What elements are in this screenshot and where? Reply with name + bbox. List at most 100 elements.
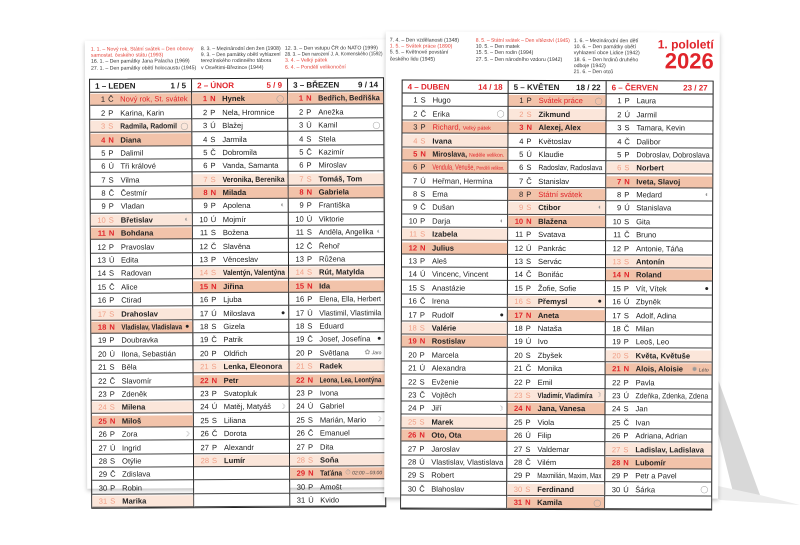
week-range: 9 / 14 bbox=[358, 79, 379, 89]
day-row: 25 S Liliana bbox=[193, 414, 289, 427]
month-header: 2 – ÚNOR 5 / 9 bbox=[192, 78, 288, 93]
weekday-letter: Ú bbox=[419, 363, 426, 373]
name-day: Ivan bbox=[635, 418, 650, 428]
name-day: Antonie, Táňa bbox=[636, 243, 684, 254]
notes-block: 1. 6. – Mezinárodní den dětí 10. 6. – Den… bbox=[574, 38, 646, 75]
day-row: 3 P Richard, Velký pátek bbox=[402, 121, 508, 135]
day-number: 14 bbox=[514, 270, 523, 280]
weekday-letter: S bbox=[623, 310, 629, 320]
day-text: Karina, Karin bbox=[120, 108, 164, 117]
day-number: 18 bbox=[295, 321, 305, 331]
day-row: 16 S Přemysl ● bbox=[507, 296, 605, 309]
month-january: 1 – LEDEN 1 / 5 1 Č Nový rok, St. svátek 2 P Ka… bbox=[90, 79, 195, 508]
day-text: Věnceslav bbox=[223, 255, 258, 264]
last-quarter-moon-icon: ◐ bbox=[597, 204, 603, 212]
spring-icon: ✿ Jaro bbox=[364, 349, 382, 357]
day-text: Liliana bbox=[224, 416, 246, 425]
day-text: Klaudie bbox=[538, 150, 563, 159]
day-row: 20 P Světlana ✿ Jaro bbox=[289, 346, 385, 360]
day-row: 10 Ú Viktorie bbox=[288, 213, 384, 226]
day-number: 23 bbox=[98, 389, 107, 399]
day-text: Edita bbox=[121, 256, 138, 265]
last-quarter-moon-icon: ◐ bbox=[184, 216, 189, 224]
day-text: Veronika, Berenika bbox=[223, 174, 285, 183]
day-number: 25 bbox=[513, 417, 523, 427]
weekday-letter: Ú bbox=[623, 391, 630, 401]
day-row: 14 Ú Vincenc, Vincent bbox=[401, 268, 507, 282]
day-number: 13 bbox=[295, 254, 304, 264]
name-day: Blažej bbox=[222, 121, 243, 131]
day-number: 1 bbox=[519, 96, 524, 106]
day-number: 10 bbox=[295, 214, 304, 224]
day-row: 1 P Laura bbox=[606, 95, 713, 108]
day-row: 31 N Kamila ◯ bbox=[507, 496, 605, 510]
day-number: 12 bbox=[295, 241, 304, 251]
weekday-letter: P bbox=[419, 350, 425, 360]
weekday-letter: Č bbox=[307, 334, 313, 345]
day-number: 25 bbox=[98, 416, 107, 426]
day-row: 9 P Apolena ◐ bbox=[192, 200, 288, 213]
new-moon-icon: ● bbox=[597, 298, 602, 306]
day-text: Stela bbox=[318, 134, 335, 143]
day-text: Radoslav, Radoslava bbox=[538, 163, 602, 172]
weekday-letter: P bbox=[308, 482, 314, 492]
weekday-letter: Č bbox=[623, 417, 629, 427]
empty-row bbox=[605, 497, 712, 510]
name-day: Servác bbox=[537, 256, 562, 267]
day-number: 22 bbox=[408, 377, 417, 387]
weekday-letter: P bbox=[525, 417, 531, 427]
day-text: Božena bbox=[223, 228, 249, 237]
day-text: Eduard bbox=[319, 321, 344, 330]
day-number: 31 bbox=[513, 497, 523, 507]
day-row: 11 S Anděla, Angelika ◐ bbox=[288, 226, 384, 240]
day-number: 2 bbox=[519, 109, 524, 119]
day-row: 3 Ú Blažej bbox=[192, 119, 288, 133]
day-row: 29 P Petr a Pavel bbox=[605, 470, 712, 483]
day-text: Vendula, Venuše,Pondělí velikon. bbox=[432, 163, 504, 172]
name-day: Alice bbox=[121, 282, 138, 292]
weekday-letter: Č bbox=[420, 203, 426, 213]
month-name: 2 – ÚNOR bbox=[197, 80, 234, 90]
name-day: Řehoř bbox=[318, 241, 340, 251]
day-text: Běla bbox=[122, 363, 137, 372]
weekday-letter: N bbox=[623, 270, 630, 280]
day-text: Iveta, Slavoj bbox=[636, 177, 680, 186]
weekday-letter: N bbox=[525, 404, 531, 414]
day-number: 25 bbox=[200, 415, 209, 425]
weekday-letter: S bbox=[525, 256, 532, 266]
day-text: Norbert bbox=[636, 164, 663, 173]
name-day: Edita bbox=[120, 255, 139, 265]
new-moon-icon: ● bbox=[281, 309, 286, 317]
day-text: Aneta bbox=[538, 311, 559, 320]
day-number: 24 bbox=[200, 402, 209, 412]
name-day: Zdeněk bbox=[121, 389, 148, 399]
name-day: Alois, Aloisie bbox=[635, 364, 684, 374]
weekday-letter: N bbox=[211, 281, 217, 291]
day-text: Jana, Vanesa bbox=[537, 404, 585, 413]
weekday-letter: S bbox=[525, 297, 531, 307]
weekday-letter: Č bbox=[211, 335, 217, 345]
day-number: 8 bbox=[203, 188, 208, 198]
day-row: 10 S Gita bbox=[606, 216, 713, 229]
day-row: 18 S Gizela bbox=[193, 320, 289, 334]
day-number: 17 bbox=[612, 310, 621, 320]
month-march: 3 – BŘEZEN 9 / 14 1 N Bedřich, Bedřiška 2 P Ane… bbox=[288, 78, 386, 507]
day-row: 16 P Elena, Ella, Herbert bbox=[289, 293, 385, 306]
note-line: terezínského rodinného tábora bbox=[200, 58, 272, 65]
day-text: Julius bbox=[432, 243, 454, 252]
day-text: Jaroslav bbox=[431, 444, 459, 453]
day-row: 5 Č Kazimír bbox=[288, 146, 384, 159]
name-day: Jiřina bbox=[223, 281, 244, 291]
weekday-letter: P bbox=[306, 107, 312, 117]
day-text: Valentýn, Valentýna bbox=[223, 268, 285, 277]
weekday-letter: N bbox=[108, 228, 115, 238]
day-row: 11 P Svatava bbox=[508, 229, 606, 242]
day-text: Adriana, Adrian bbox=[635, 431, 687, 440]
day-number: 14 bbox=[97, 269, 107, 279]
day-text: Gabriela bbox=[319, 187, 349, 196]
name-day: Světlana bbox=[319, 348, 350, 358]
day-number: 12 bbox=[612, 243, 622, 253]
day-number: 3 bbox=[413, 122, 418, 132]
day-row: 20 S Zbyšek bbox=[507, 349, 605, 362]
day-text: Oldřich bbox=[223, 349, 247, 358]
